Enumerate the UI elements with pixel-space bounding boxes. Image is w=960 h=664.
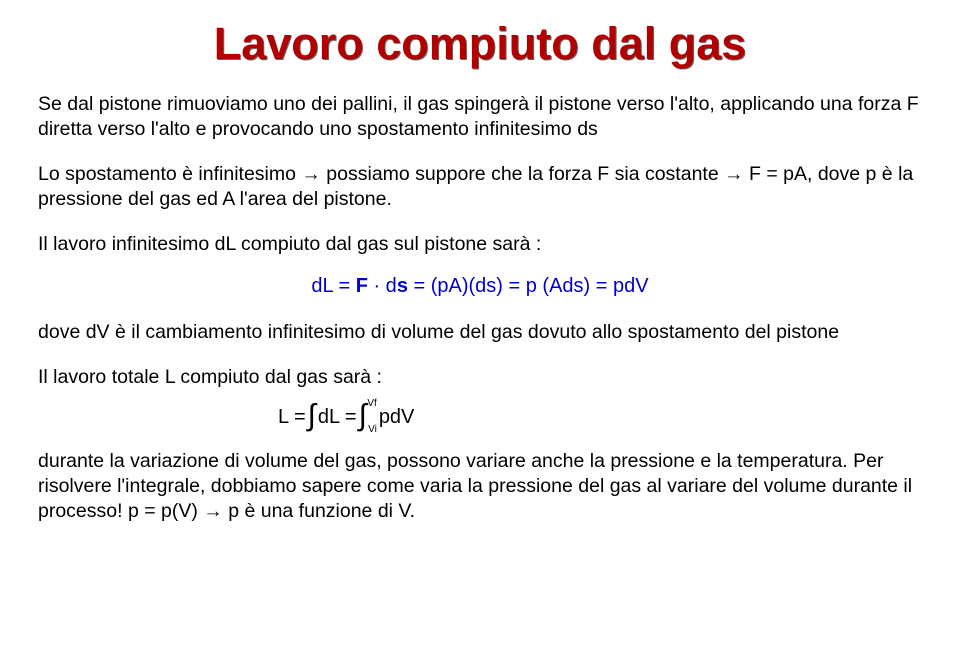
integral-2: ∫ Vf Vi (359, 404, 367, 431)
f2-pdV: pdV (379, 406, 415, 429)
f2-pre: L = (278, 406, 306, 429)
paragraph-5: Il lavoro totale L compiuto dal gas sarà… (38, 365, 922, 390)
f1-mid: · d (368, 275, 397, 297)
title-text: Lavoro compiuto dal gas (214, 18, 747, 69)
integral-1: ∫ (308, 404, 316, 431)
paragraph-4: dove dV è il cambiamento infinitesimo di… (38, 320, 922, 345)
integral-symbol-1: ∫ (308, 404, 316, 428)
paragraph-3: Il lavoro infinitesimo dL compiuto dal g… (38, 232, 922, 257)
slide-title: Lavoro compiuto dal gas (38, 18, 922, 70)
f1-post: = (pA)(ds) = p (Ads) = pdV (408, 275, 649, 297)
f2-dL: dL = (318, 406, 357, 429)
paragraph-1: Se dal pistone rimuoviamo uno dei pallin… (38, 92, 922, 142)
integral-limit-bottom: Vi (368, 424, 377, 435)
integral-limit-top: Vf (367, 398, 376, 409)
paragraph-2: Lo spostamento è infinitesimo → possiamo… (38, 162, 922, 212)
formula-1: dL = F · ds = (pA)(ds) = p (Ads) = pdV (38, 275, 922, 298)
formula-2: L = ∫ dL = ∫ Vf Vi pdV (38, 404, 922, 431)
f1-F: F (356, 275, 368, 297)
f1-pre: dL = (311, 275, 355, 297)
integral-symbol-2: ∫ (359, 404, 367, 428)
paragraph-6: durante la variazione di volume del gas,… (38, 449, 922, 524)
f1-s: s (397, 275, 408, 297)
